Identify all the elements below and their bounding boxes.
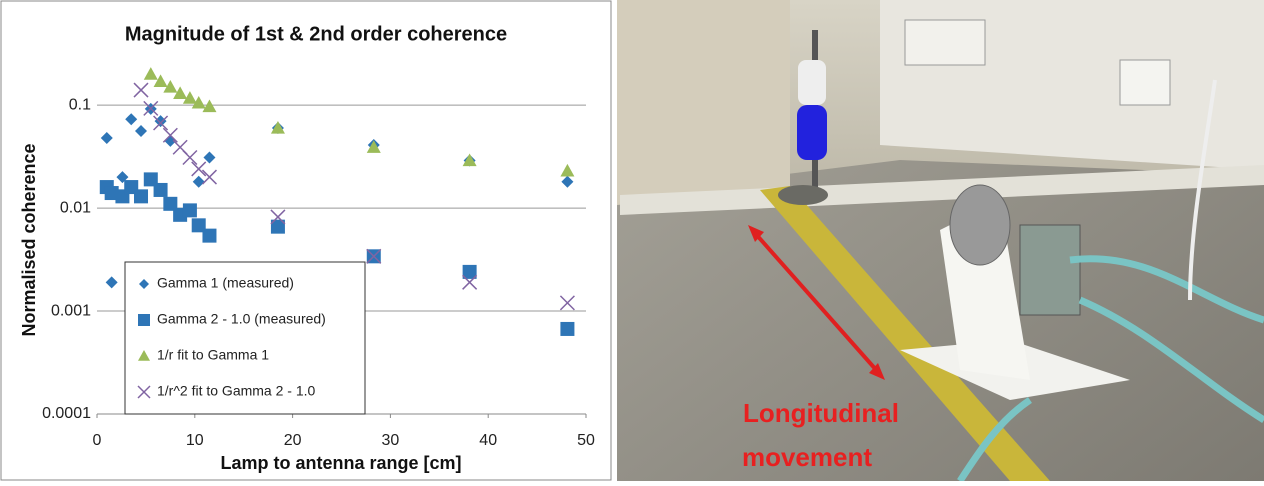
legend-label: 1/r^2 fit to Gamma 2 - 1.0 bbox=[157, 383, 316, 399]
marker-square bbox=[202, 229, 216, 243]
legend-label: 1/r fit to Gamma 1 bbox=[157, 347, 269, 363]
x-tick-label: 30 bbox=[382, 432, 400, 449]
figure: Magnitude of 1st & 2nd order coherence L… bbox=[0, 0, 1264, 481]
marker-square bbox=[138, 314, 150, 326]
x-axis-title: Lamp to antenna range [cm] bbox=[220, 453, 461, 473]
marker-square bbox=[560, 322, 574, 336]
y-tick-label: 0.1 bbox=[69, 96, 91, 113]
photo-annotation: movement bbox=[742, 442, 872, 472]
x-tick-label: 40 bbox=[479, 432, 497, 449]
x-tick-label: 50 bbox=[577, 432, 595, 449]
y-axis-title: Normalised coherence bbox=[19, 143, 39, 336]
legend-label: Gamma 1 (measured) bbox=[157, 275, 294, 291]
y-tick-label: 0.01 bbox=[60, 199, 91, 216]
photo-annotation: Longitudinal bbox=[743, 398, 899, 428]
marker-square bbox=[183, 203, 197, 217]
legend-label: Gamma 2 - 1.0 (measured) bbox=[157, 311, 326, 327]
marker-square bbox=[134, 189, 148, 203]
y-tick-label: 0.001 bbox=[51, 302, 91, 319]
x-tick-label: 10 bbox=[186, 432, 204, 449]
y-tick-label: 0.0001 bbox=[42, 405, 91, 422]
x-tick-label: 0 bbox=[93, 432, 102, 449]
chart-title: Magnitude of 1st & 2nd order coherence bbox=[125, 23, 507, 45]
x-tick-label: 20 bbox=[284, 432, 302, 449]
marker-square bbox=[154, 183, 168, 197]
photo bbox=[617, 0, 1264, 481]
